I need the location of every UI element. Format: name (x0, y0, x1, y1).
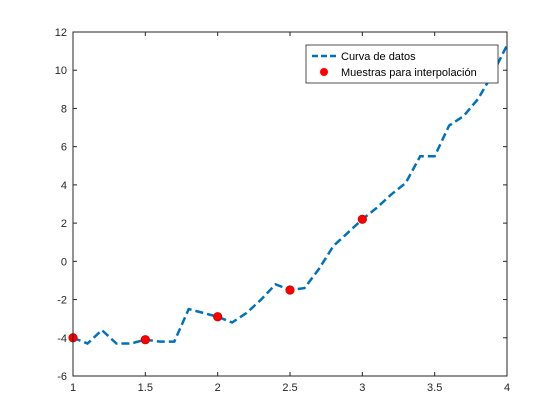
y-tick-label: -2 (57, 295, 67, 307)
legend-label-curve: Curva de datos (341, 51, 416, 63)
axes-area (73, 32, 507, 376)
x-tick-label: 3.5 (427, 382, 442, 394)
y-tick-label: 0 (61, 256, 67, 268)
x-tick-label: 1.5 (138, 382, 153, 394)
legend-label-samples: Muestras para interpolación (341, 67, 477, 79)
x-tick-label: 2 (215, 382, 221, 394)
y-tick-label: 12 (55, 27, 67, 39)
sample-point (285, 285, 295, 295)
y-tick-label: 4 (61, 180, 67, 192)
legend-marker-sample (320, 68, 328, 76)
axis-tick-labels: 1 1.5 2 2.5 3 3.5 4 -6 -4 -2 0 2 4 6 8 10 12 (55, 27, 510, 394)
y-tick-label: 6 (61, 142, 67, 154)
x-tick-label: 4 (504, 382, 510, 394)
y-tick-label: 2 (61, 218, 67, 230)
x-tick-label: 3 (359, 382, 365, 394)
sample-point (357, 214, 367, 224)
x-tick-label: 1 (70, 382, 76, 394)
x-tick-label: 2.5 (282, 382, 297, 394)
sample-point (213, 312, 223, 322)
y-tick-label: -6 (57, 371, 67, 383)
axes-box (72, 31, 508, 377)
y-tick-label: 8 (61, 103, 67, 115)
y-tick-label: 10 (55, 65, 67, 77)
sample-point (140, 335, 150, 345)
legend: Curva de datos Muestras para interpolaci… (305, 44, 499, 84)
y-tick-label: -4 (57, 333, 67, 345)
legend-box (305, 44, 499, 84)
